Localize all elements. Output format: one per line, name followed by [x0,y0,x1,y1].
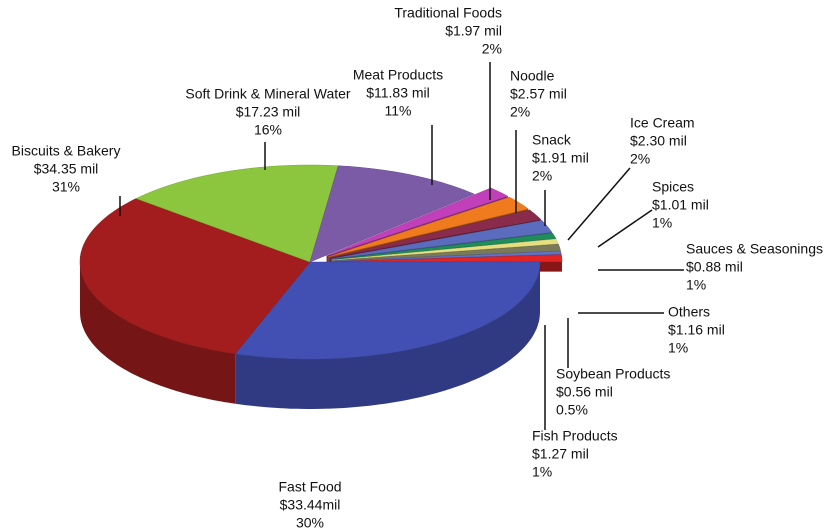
value-label: $1.91 mil [532,150,589,166]
leader-line [567,167,631,241]
leader-line [597,209,653,248]
share-label: 11% [385,103,412,119]
share-label: 30% [296,515,324,531]
value-label: $1.27 mil [532,446,589,462]
slice-label: Fast Food [278,479,341,495]
slice-side [80,262,236,404]
value-label: $0.56 mil [556,384,613,400]
slice-label: Others [668,304,710,320]
value-label: $1.16 mil [668,322,725,338]
slice-label: Soybean Products [556,366,670,382]
slice [328,196,529,258]
slice-label: Snack [532,132,572,148]
share-label: 2% [510,104,530,120]
slice-side [235,262,541,409]
slice [135,164,339,263]
value-label: $34.35 mil [34,161,99,177]
share-label: 2% [532,168,552,184]
slice [234,261,541,360]
value-label: $1.01 mil [652,197,709,213]
slice [326,187,509,257]
slice [330,220,553,260]
value-label: $33.44mil [280,497,341,513]
slice [331,244,561,261]
share-label: 31% [52,179,80,195]
slice-label: Ice Cream [630,115,695,131]
value-label: $0.88 mil [686,259,743,275]
slice [331,238,559,261]
slice [331,250,562,262]
slice-label: Fish Products [532,428,618,444]
share-label: 1% [686,277,706,293]
value-label: $17.23 mil [236,104,301,120]
share-label: 1% [652,215,672,231]
slice-label: Spices [652,179,694,195]
slice [329,209,542,259]
share-label: 16% [254,122,282,138]
value-label: $2.30 mil [630,133,687,149]
slice-label: Soft Drink & Mineral Water [185,86,351,102]
slice-label: Sauces & Seasonings [686,241,823,257]
value-label: $2.57 mil [510,86,567,102]
share-label: 2% [482,41,502,57]
share-label: 2% [630,151,650,167]
value-label: $11.83 mil [366,85,430,101]
slice-label: Meat Products [353,67,443,83]
slice-label: Noodle [510,68,555,84]
value-label: $1.97 mil [445,23,502,39]
share-label: 1% [668,340,688,356]
slice-label: Biscuits & Bakery [12,143,121,159]
share-label: 0.5% [556,402,588,418]
share-label: 1% [532,464,552,480]
slice [331,254,563,262]
slice-label: Traditional Foods [394,5,502,21]
slice [79,198,311,354]
slice [309,165,475,263]
slice [331,232,557,260]
